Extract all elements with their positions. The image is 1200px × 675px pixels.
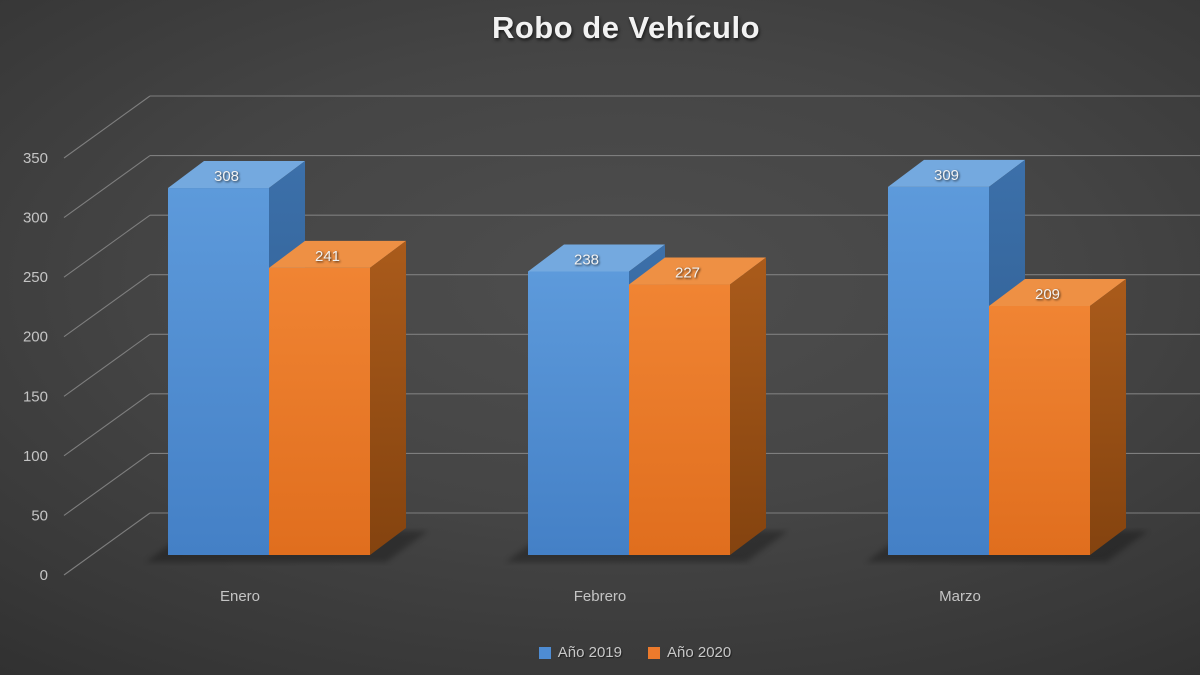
bar-ano-2019-enero-front — [168, 188, 269, 556]
labels-layer: 0 50 100 150 200 250 300 350 308 241 Enero 238 227 Fe… — [23, 150, 1060, 605]
data-label-ano-2020-marzo: 209 — [1035, 286, 1060, 303]
legend-item-ano-2019: Año 2019 — [538, 644, 622, 661]
data-label-ano-2019-marzo: 309 — [934, 167, 959, 184]
gridline-diagonal-100 — [63, 393, 151, 457]
y-tick-0: 0 — [40, 567, 48, 584]
category-label-marzo: Marzo — [939, 588, 981, 605]
gridline-diagonal-200 — [63, 274, 151, 338]
data-label-ano-2020-enero: 241 — [315, 248, 340, 265]
legend-label-ano-2019: Año 2019 — [557, 644, 622, 661]
bar-ano-2020-marzo-front — [989, 305, 1090, 555]
bar-ano-2020-febrero-top — [629, 257, 766, 285]
bar-ano-2020-febrero-side — [730, 257, 766, 555]
bar-ano-2020-marzo-top — [989, 278, 1126, 306]
bar-ano-2019-marzo-front — [888, 186, 989, 555]
data-label-ano-2019-febrero: 238 — [574, 251, 599, 268]
chart-title: Robo de Vehículo — [491, 10, 761, 45]
y-tick-150: 150 — [23, 388, 48, 405]
bar-ano-2020-enero-front — [269, 267, 370, 555]
bar-ano-2020-marzo-side — [1090, 278, 1126, 555]
legend-swatch-ano-2019 — [538, 646, 551, 659]
y-tick-100: 100 — [23, 448, 48, 465]
legend-label-ano-2020: Año 2020 — [667, 644, 732, 661]
legend-item-ano-2020: Año 2020 — [648, 644, 731, 661]
bar-ano-2020-febrero-front — [629, 284, 730, 555]
bar-ano-2019-enero-top — [168, 161, 305, 189]
bar-ano-2020-enero-side — [370, 240, 406, 555]
bar-ano-2019-marzo-top — [888, 159, 1025, 187]
category-label-febrero: Febrero — [574, 588, 627, 605]
gridline-diagonal-250 — [63, 214, 151, 278]
bar-ano-2019-febrero-top — [528, 244, 665, 272]
bars-layer — [168, 159, 1126, 556]
y-tick-50: 50 — [31, 507, 48, 524]
gridline-diagonal-0 — [63, 512, 151, 576]
gridline-diagonal-350 — [63, 95, 151, 159]
gridline-diagonal-300 — [63, 155, 151, 219]
category-label-enero: Enero — [220, 588, 260, 605]
bar-ano-2020-enero-top — [269, 240, 406, 268]
y-tick-300: 300 — [23, 210, 48, 227]
y-tick-250: 250 — [23, 269, 48, 286]
legend: Año 2019 Año 2020 — [0, 644, 1200, 661]
y-tick-350: 350 — [23, 150, 48, 167]
data-label-ano-2020-febrero: 227 — [675, 265, 700, 282]
gridline-diagonal-150 — [63, 333, 151, 397]
bar-ano-2019-febrero-front — [528, 271, 629, 555]
y-tick-200: 200 — [23, 329, 48, 346]
legend-swatch-ano-2020 — [648, 646, 660, 659]
data-label-ano-2019-enero: 308 — [214, 168, 239, 185]
gridline-diagonal-50 — [63, 452, 151, 516]
